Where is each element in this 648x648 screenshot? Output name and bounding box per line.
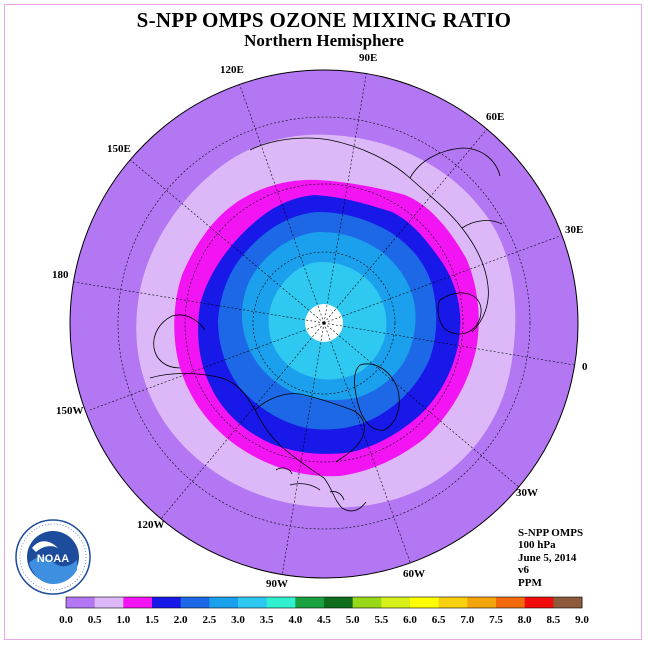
legend-swatch <box>352 597 382 608</box>
map-outline <box>69 69 579 579</box>
latitude-circle-75 <box>252 251 396 395</box>
info-instrument: S-NPP OMPS <box>518 527 584 539</box>
coastlines <box>149 137 503 512</box>
product-info: S-NPP OMPS 100 hPa June 5, 2014 v6 PPM <box>518 527 583 589</box>
meridian-150w <box>89 322 325 411</box>
legend-tick-label: 0.0 <box>59 614 73 626</box>
meridian-60e <box>323 127 489 324</box>
meridian-90w <box>281 322 325 577</box>
north-america-coast <box>149 373 367 512</box>
legend-swatch <box>524 597 554 608</box>
legend-tick-label: 6.5 <box>432 614 446 626</box>
legend-tick-label: 8.5 <box>546 614 560 626</box>
color-legend: 0.0 0.5 1.0 1.5 2.0 2.5 3.0 3.5 4.0 4.5 5.0 5.5 6.0 6… <box>59 596 589 626</box>
svg-text:NOAA: NOAA <box>37 553 69 565</box>
lon-label-150w: 150W <box>56 405 84 417</box>
legend-tick-label: 4.5 <box>317 614 331 626</box>
legend-swatch <box>180 597 210 608</box>
legend-swatch <box>324 597 354 608</box>
info-version: v6 <box>518 564 529 577</box>
lon-label-60e: 60E <box>486 111 504 123</box>
lon-label-0: 0 <box>582 361 588 373</box>
legend-tick-label: 9.0 <box>575 614 589 626</box>
legend-swatch <box>295 597 325 608</box>
legend-tick-label: 3.0 <box>231 614 245 626</box>
meridian-30w <box>323 322 521 489</box>
caribbean-coast <box>275 467 345 501</box>
info-date: June 5, 2014 <box>518 551 577 564</box>
legend-swatch <box>66 597 96 608</box>
legend-tick-label: 3.5 <box>260 614 274 626</box>
lon-label-90w: 90W <box>266 578 288 590</box>
legend-tick-label: 7.0 <box>460 614 474 626</box>
meridian-120e <box>237 79 325 324</box>
legend-swatch <box>123 597 153 608</box>
lon-label-60w: 60W <box>403 568 425 580</box>
legend-swatch <box>381 597 411 608</box>
legend-tick-label: 8.0 <box>518 614 532 626</box>
legend-tick-label: 0.5 <box>88 614 102 626</box>
noaa-logo: NOAA <box>15 519 91 595</box>
legend-swatch <box>496 597 526 608</box>
legend-tick-label: 5.0 <box>346 614 360 626</box>
legend-swatch <box>266 597 296 608</box>
legend-swatch <box>209 597 239 608</box>
info-units: PPM <box>518 576 542 589</box>
legend-outline <box>65 596 583 609</box>
legend-swatch <box>152 597 182 608</box>
legend-tick-label: 1.5 <box>145 614 159 626</box>
legend-swatch <box>410 597 440 608</box>
latitude-circle-45 <box>117 116 531 530</box>
legend-tick-label: 7.5 <box>489 614 503 626</box>
legend-tick-label: 2.5 <box>202 614 216 626</box>
meridian-150e <box>127 157 325 324</box>
longitude-labels: 90E 60E 30E 0 30W 60W 90W 120W 150W 180 … <box>52 52 588 590</box>
lon-label-120e: 120E <box>220 64 244 76</box>
meridian-120w <box>159 322 325 521</box>
meridian-90e <box>323 70 368 324</box>
graticule <box>73 70 575 577</box>
legend-tick-label: 1.0 <box>116 614 130 626</box>
legend-tick-label: 4.0 <box>288 614 302 626</box>
page-title: S-NPP OMPS OZONE MIXING RATIO <box>136 8 512 32</box>
lon-label-120w: 120W <box>137 519 165 531</box>
legend-swatch <box>238 597 268 608</box>
latitude-circle-60 <box>184 183 464 463</box>
alaska-coast <box>153 314 206 369</box>
legend-tick-label: 6.0 <box>403 614 417 626</box>
lon-label-90e: 90E <box>359 52 377 64</box>
legend-swatch <box>438 597 468 608</box>
greenland-coast <box>354 363 400 431</box>
lon-label-30e: 30E <box>565 224 583 236</box>
legend-tick-label: 5.5 <box>374 614 388 626</box>
legend-swatch <box>467 597 497 608</box>
page-subtitle: Northern Hemisphere <box>244 31 404 50</box>
lon-label-150e: 150E <box>107 143 131 155</box>
page-frame <box>4 4 642 640</box>
info-pressure-level: 100 hPa <box>518 539 556 552</box>
europe-coast <box>437 292 482 335</box>
legend-swatch <box>553 597 583 608</box>
lon-label-180: 180 <box>52 269 69 281</box>
eurasia-coast <box>249 137 503 333</box>
legend-swatch <box>94 597 124 608</box>
legend-tick-label: 2.0 <box>174 614 188 626</box>
lon-label-30w: 30W <box>516 487 538 499</box>
meridian-30e <box>323 235 561 324</box>
